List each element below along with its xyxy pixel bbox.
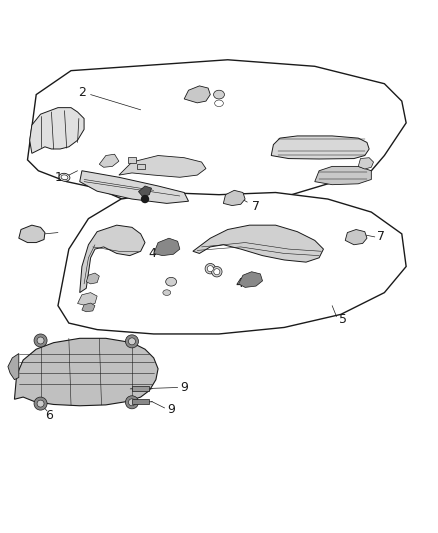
Polygon shape	[119, 156, 206, 177]
Circle shape	[34, 397, 47, 410]
Text: 6: 6	[45, 409, 53, 422]
Polygon shape	[184, 86, 210, 103]
Bar	[132, 386, 149, 391]
Text: 1: 1	[54, 171, 62, 184]
Ellipse shape	[215, 100, 223, 107]
Circle shape	[205, 263, 215, 274]
Polygon shape	[8, 353, 19, 379]
Polygon shape	[358, 158, 374, 169]
Circle shape	[125, 335, 138, 348]
Circle shape	[34, 334, 47, 347]
Text: 4: 4	[235, 277, 243, 289]
Polygon shape	[345, 230, 367, 245]
Polygon shape	[19, 225, 45, 243]
Text: 9: 9	[180, 381, 188, 394]
Circle shape	[128, 399, 135, 406]
Ellipse shape	[59, 173, 70, 181]
Polygon shape	[30, 108, 84, 154]
Text: 7: 7	[252, 200, 260, 213]
Circle shape	[207, 265, 213, 272]
Ellipse shape	[214, 90, 224, 99]
Polygon shape	[28, 60, 406, 210]
Polygon shape	[80, 225, 145, 293]
Bar	[132, 399, 149, 403]
Circle shape	[128, 338, 135, 345]
Polygon shape	[80, 171, 188, 204]
Text: 9: 9	[167, 403, 175, 416]
Text: 5: 5	[339, 313, 347, 326]
Polygon shape	[239, 272, 262, 287]
Polygon shape	[271, 136, 369, 159]
Ellipse shape	[61, 175, 68, 180]
Circle shape	[141, 196, 148, 203]
Polygon shape	[14, 338, 158, 406]
Circle shape	[125, 396, 138, 409]
Polygon shape	[82, 303, 95, 312]
Text: 2: 2	[78, 86, 86, 99]
Ellipse shape	[163, 290, 171, 295]
Polygon shape	[58, 192, 406, 334]
Polygon shape	[78, 293, 97, 305]
Circle shape	[37, 400, 44, 407]
Bar	[127, 157, 136, 163]
Circle shape	[37, 337, 44, 344]
Polygon shape	[223, 190, 245, 206]
Polygon shape	[315, 166, 371, 184]
Polygon shape	[86, 273, 99, 284]
Polygon shape	[154, 238, 180, 256]
Text: 3: 3	[33, 232, 41, 245]
Circle shape	[214, 269, 220, 275]
Ellipse shape	[166, 277, 177, 286]
Bar	[137, 164, 145, 169]
Text: 7: 7	[377, 230, 385, 244]
Polygon shape	[138, 186, 152, 197]
Polygon shape	[193, 225, 323, 262]
Circle shape	[212, 266, 222, 277]
Text: 4: 4	[148, 247, 156, 260]
Polygon shape	[99, 154, 119, 167]
